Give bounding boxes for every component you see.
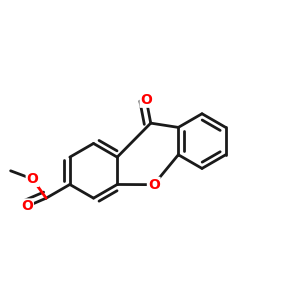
Text: O: O xyxy=(27,172,38,186)
Text: O: O xyxy=(21,200,33,213)
Text: O: O xyxy=(140,93,152,107)
Text: O: O xyxy=(148,178,160,192)
